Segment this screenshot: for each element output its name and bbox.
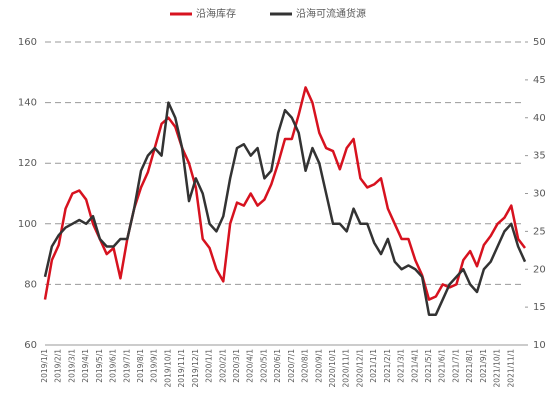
y2-tick-label: 15: [533, 302, 546, 313]
y-tick-label: 140: [18, 98, 37, 109]
y-tick-label: 100: [18, 219, 37, 230]
x-tick-label: 2020/7/1: [287, 349, 296, 383]
y2-tick-label: 35: [533, 151, 546, 162]
y2-tick-label: 45: [533, 75, 546, 86]
x-tick-label: 2019/8/1: [136, 349, 145, 383]
x-tick-label: 2019/1/1: [40, 349, 49, 383]
x-tick-label: 2019/5/1: [95, 349, 104, 383]
x-tick-label: 2020/2/1: [218, 349, 227, 383]
x-tick-label: 2019/11/1: [177, 349, 186, 388]
x-tick-label: 2021/2/1: [383, 349, 392, 383]
legend-label: 沿海库存: [196, 7, 236, 20]
x-tick-label: 2021/4/1: [410, 349, 419, 383]
x-tick-label: 2021/8/1: [465, 349, 474, 383]
x-tick-label: 2021/7/1: [451, 349, 460, 383]
x-tick-label: 2019/10/1: [163, 349, 172, 388]
x-tick-label: 2019/6/1: [109, 349, 118, 383]
series-line: [43, 86, 526, 301]
x-tick-label: 2020/4/1: [246, 349, 255, 383]
y-tick-label: 160: [18, 37, 37, 48]
y2-tick-label: 25: [533, 226, 546, 237]
x-tick-label: 2019/7/1: [122, 349, 131, 383]
x-tick-label: 2020/6/1: [273, 349, 282, 383]
x-tick-label: 2021/11/1: [506, 349, 515, 388]
y-tick-label: 80: [24, 279, 37, 290]
y2-tick-label: 40: [533, 113, 546, 124]
x-tick-label: 2020/11/1: [342, 349, 351, 388]
x-tick-label: 2020/8/1: [301, 349, 310, 383]
x-tick-label: 2021/6/1: [438, 349, 447, 383]
y2-tick-label: 20: [533, 264, 546, 275]
x-tick-label: 2020/3/1: [232, 349, 241, 383]
y2-tick-label: 30: [533, 189, 546, 200]
x-tick-label: 2019/3/1: [67, 349, 76, 383]
x-tick-label: 2020/12/1: [355, 349, 364, 388]
x-tick-label: 2019/9/1: [150, 349, 159, 383]
x-tick-label: 2020/1/1: [205, 349, 214, 383]
y-tick-label: 120: [18, 158, 37, 169]
x-tick-label: 2021/9/1: [479, 349, 488, 383]
x-tick-label: 2019/12/1: [191, 349, 200, 388]
x-tick-label: 2019/4/1: [81, 349, 90, 383]
x-tick-label: 2019/2/1: [54, 349, 63, 383]
x-tick-label: 2021/3/1: [397, 349, 406, 383]
x-tick-label: 2020/9/1: [314, 349, 323, 383]
x-tick-label: 2021/10/1: [493, 349, 502, 388]
legend-label: 沿海可流通货源: [296, 7, 366, 20]
x-tick-label: 2021/1/1: [369, 349, 378, 383]
y2-tick-label: 50: [533, 37, 546, 48]
y2-tick-label: 10: [533, 340, 546, 351]
series-line: [43, 101, 527, 316]
x-tick-label: 2020/10/1: [328, 349, 337, 388]
y-tick-label: 60: [24, 340, 37, 351]
x-tick-label: 2020/5/1: [259, 349, 268, 383]
x-tick-label: 2021/5/1: [424, 349, 433, 383]
